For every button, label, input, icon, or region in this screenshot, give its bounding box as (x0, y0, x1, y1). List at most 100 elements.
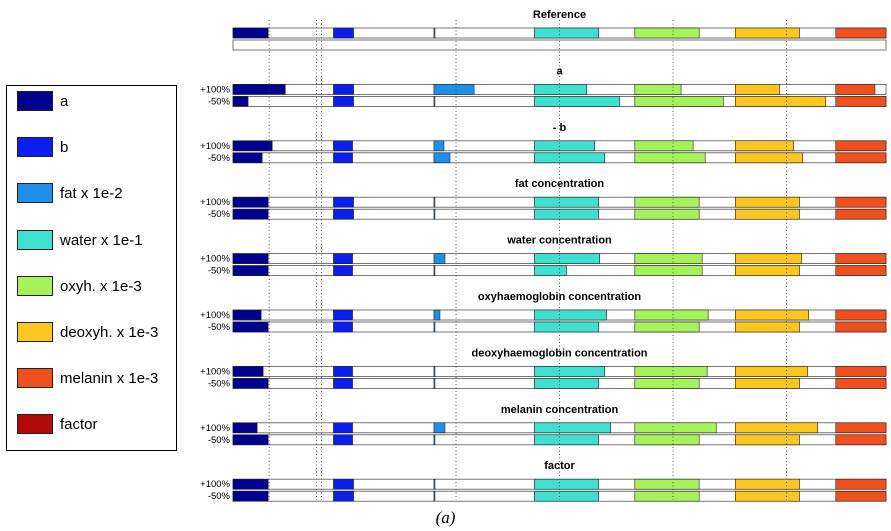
bar (835, 196, 887, 208)
bar (835, 490, 887, 502)
row-label: -50% (208, 209, 231, 220)
bar (634, 208, 700, 220)
bar (333, 27, 354, 39)
panel-title: factor (544, 460, 575, 472)
bar (735, 478, 800, 490)
legend-label: water x 1e-1 (60, 231, 143, 249)
bar (433, 422, 446, 434)
bar (534, 27, 599, 39)
bar (232, 196, 269, 208)
bar (534, 84, 587, 95)
bar (735, 152, 803, 164)
bar (534, 265, 567, 276)
bar (835, 96, 887, 107)
bar (735, 265, 800, 276)
bar (534, 152, 606, 164)
bar (433, 434, 436, 446)
bar (835, 265, 887, 276)
bar (835, 27, 887, 39)
bar (232, 478, 269, 490)
legend-swatch (17, 414, 53, 435)
bar (634, 434, 700, 446)
bar (232, 253, 269, 264)
bar (433, 196, 436, 208)
bar (333, 366, 353, 377)
bar (634, 265, 703, 276)
bar (735, 422, 818, 434)
bar (534, 422, 612, 434)
legend-swatch (17, 183, 53, 204)
bar (534, 321, 599, 333)
bar (433, 309, 441, 321)
bar (534, 140, 595, 152)
bar (232, 422, 258, 434)
bar (333, 196, 354, 208)
panel: deoxyhaemoglobin concentration+100%-50% (200, 347, 887, 389)
bar (534, 478, 599, 490)
bar (232, 434, 269, 446)
bar (333, 265, 353, 276)
legend-label: fat x 1e-2 (60, 185, 123, 203)
bar (333, 208, 354, 220)
bar (735, 378, 800, 389)
bar (232, 84, 286, 95)
bar (433, 378, 436, 389)
legend: a b fat x 1e-2 water x 1e-1 oxyh. x 1e-3 deox… (6, 85, 177, 451)
bar (634, 253, 703, 264)
bar (735, 27, 800, 39)
panel: - b +100%-50% (200, 122, 887, 164)
bar (634, 96, 724, 107)
legend-label: a (60, 93, 69, 110)
bar (232, 490, 269, 502)
bar (333, 140, 353, 152)
bar (634, 196, 700, 208)
bar (433, 265, 436, 276)
bar (634, 152, 706, 164)
row-label: +100% (200, 423, 230, 434)
bar (634, 490, 700, 502)
bar (835, 140, 887, 152)
bar (735, 253, 802, 264)
bar (333, 490, 354, 502)
legend-swatch (17, 322, 53, 342)
panel: fat concentration +100%-50% (200, 178, 887, 220)
bar (232, 152, 263, 164)
panel-title: fat concentration (515, 178, 605, 190)
bar (634, 478, 700, 490)
bar (333, 434, 353, 446)
bar (835, 321, 887, 333)
bar (232, 96, 249, 107)
legend-swatch (17, 137, 53, 158)
bar (735, 434, 800, 446)
bar (735, 321, 800, 333)
bar (333, 309, 353, 321)
panel: Reference (232, 9, 887, 51)
legend-label: deoxyh. x 1e-3 (60, 324, 159, 341)
bar (433, 208, 436, 220)
bar (835, 309, 887, 321)
legend-label: b (60, 139, 69, 157)
bar (333, 478, 354, 490)
bar (232, 27, 269, 39)
bar (433, 321, 436, 333)
bar (534, 253, 600, 264)
grid (268, 20, 787, 500)
bar (634, 378, 700, 389)
row-label: -50% (208, 96, 231, 107)
bar (534, 196, 599, 208)
row-label: +100% (200, 254, 230, 265)
bar (232, 309, 262, 321)
bar (735, 490, 800, 502)
bar (333, 422, 353, 434)
bar (333, 96, 354, 107)
bar (232, 140, 273, 152)
bar (735, 208, 800, 220)
bar (232, 366, 264, 377)
row-label: +100% (200, 141, 230, 152)
panel-title: - b (553, 122, 567, 134)
bar (735, 140, 794, 152)
bar (232, 265, 269, 276)
bar (735, 196, 800, 208)
row-label: -50% (208, 153, 231, 164)
bar (835, 478, 887, 490)
